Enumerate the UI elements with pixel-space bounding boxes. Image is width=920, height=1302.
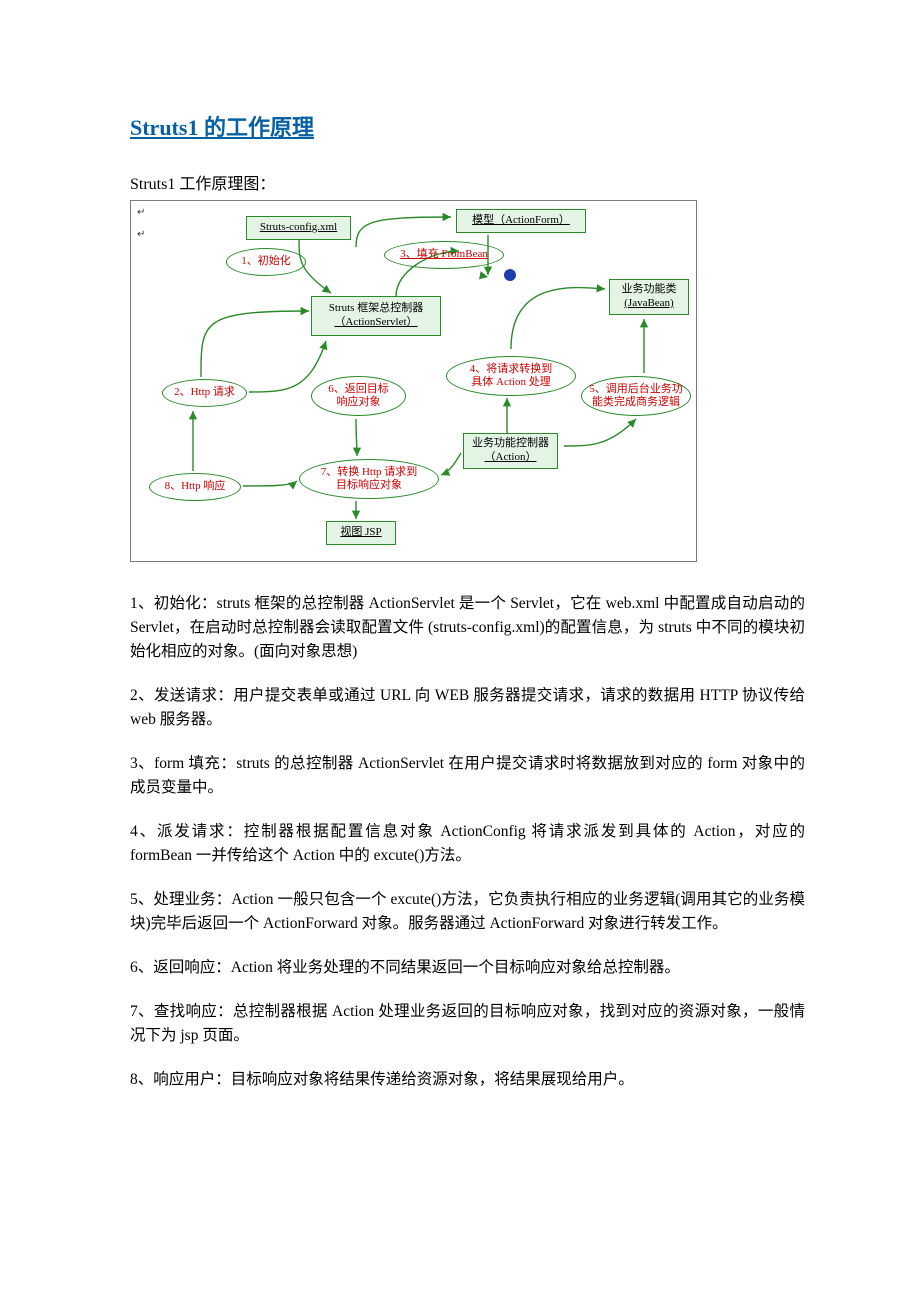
paragraph: 5、处理业务：Action 一般只包含一个 excute()方法，它负责执行相应… <box>130 888 805 936</box>
diagram-box: 业务功能类(JavaBean) <box>609 279 689 315</box>
paragraph-list: 1、初始化：struts 框架的总控制器 ActionServlet 是一个 S… <box>130 592 805 1092</box>
diagram-ellipse: 3、填充 FromBean <box>384 241 504 269</box>
glyph: ↵ <box>137 229 145 240</box>
diagram-ellipse: 5、调用后台业务功 能类完成商务逻辑 <box>581 376 691 416</box>
diagram-ellipse: 7、转换 Http 请求到 目标响应对象 <box>299 459 439 499</box>
paragraph: 6、返回响应：Action 将业务处理的不同结果返回一个目标响应对象给总控制器。 <box>130 956 805 980</box>
connector-dot <box>504 269 516 281</box>
glyph: ↵ <box>137 207 145 218</box>
diagram-ellipse: 1、初始化 <box>226 248 306 276</box>
diagram-ellipse: 2、Http 请求 <box>162 379 247 407</box>
diagram-box: 业务功能控制器（Action） <box>463 433 558 469</box>
diagram-caption: Struts1 工作原理图： <box>130 170 805 194</box>
diagram-ellipse: 8、Http 响应 <box>149 473 241 501</box>
paragraph: 1、初始化：struts 框架的总控制器 ActionServlet 是一个 S… <box>130 592 805 664</box>
diagram-box: Struts-config.xml <box>246 216 351 240</box>
paragraph: 8、响应用户：目标响应对象将结果传递给资源对象，将结果展现给用户。 <box>130 1068 805 1092</box>
diagram-box: Struts 框架总控制器（ActionServlet） <box>311 296 441 336</box>
paragraph: 7、查找响应：总控制器根据 Action 处理业务返回的目标响应对象，找到对应的… <box>130 1000 805 1048</box>
diagram-box: 模型（ActionForm） <box>456 209 586 233</box>
diagram-ellipse: 4、将请求转换到 具体 Action 处理 <box>446 356 576 396</box>
document-page: Struts1 的工作原理 Struts1 工作原理图： ↵ ↵ Struts-… <box>0 0 920 1302</box>
paragraph: 3、form 填充：struts 的总控制器 ActionServlet 在用户… <box>130 752 805 800</box>
diagram-ellipse: 6、返回目标 响应对象 <box>311 376 406 416</box>
paragraph: 4、派发请求：控制器根据配置信息对象 ActionConfig 将请求派发到具体… <box>130 820 805 868</box>
struts-diagram: ↵ ↵ Struts-config.xml 模型（ActionForm） 业务功能类… <box>130 200 697 562</box>
page-title: Struts1 的工作原理 <box>130 110 805 142</box>
paragraph: 2、发送请求：用户提交表单或通过 URL 向 WEB 服务器提交请求，请求的数据… <box>130 684 805 732</box>
diagram-box: 视图 JSP <box>326 521 396 545</box>
